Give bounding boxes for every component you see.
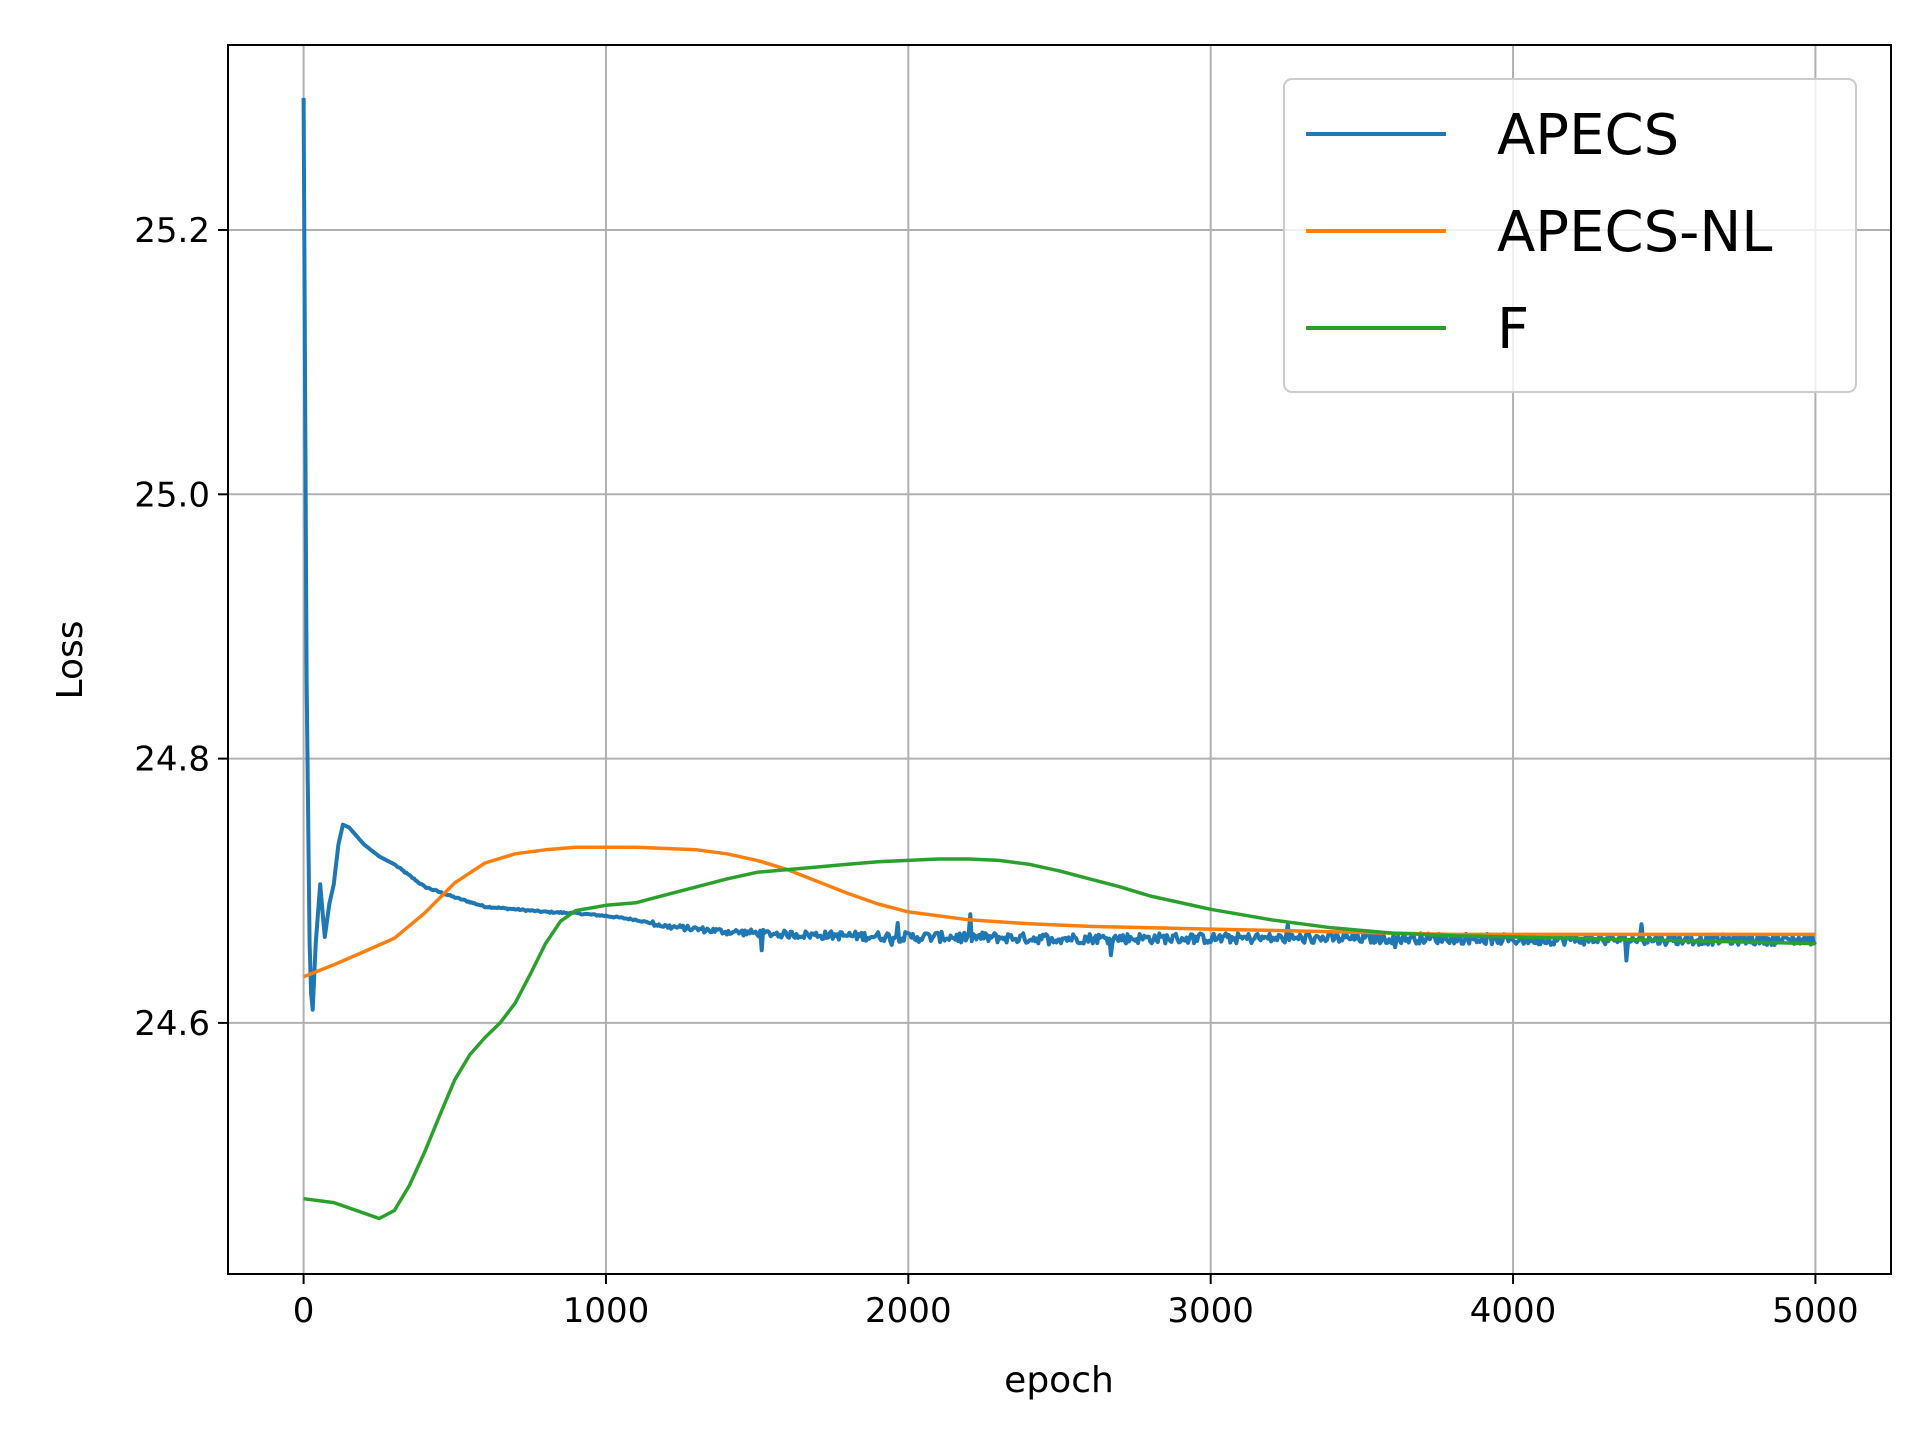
- legend-label-apecs-nl: APECS-NL: [1497, 200, 1772, 265]
- legend: APECS APECS-NL F: [1283, 78, 1857, 393]
- x-tick-label: 0: [293, 1291, 315, 1331]
- legend-label-apecs: APECS: [1497, 103, 1679, 168]
- legend-box: [1283, 78, 1857, 393]
- y-tick-label: 25.0: [134, 475, 210, 515]
- y-axis-label: Loss: [50, 621, 91, 700]
- plot-frame: [227, 44, 1892, 1275]
- series-layer: [301, 97, 1817, 1221]
- y-tick-label: 24.8: [134, 740, 210, 780]
- series-line-apecs: [301, 97, 1817, 1012]
- series-line-f: [303, 857, 1816, 1221]
- x-tick-label: 5000: [1772, 1291, 1859, 1331]
- y-tick-label: 24.6: [134, 1004, 210, 1044]
- legend-label-f: F: [1497, 297, 1529, 362]
- x-tick-label: 2000: [865, 1291, 952, 1331]
- x-axis-label: epoch: [1004, 1360, 1114, 1401]
- x-tick-label: 3000: [1167, 1291, 1254, 1331]
- x-axis-ticks: 0 1000 2000 3000 4000 5000: [293, 1274, 1859, 1331]
- x-tick-label: 4000: [1470, 1291, 1557, 1331]
- y-tick-label: 25.2: [134, 211, 210, 251]
- x-tick-label: 1000: [563, 1291, 650, 1331]
- y-axis-ticks: 24.6 24.8 25.0 25.2: [134, 211, 228, 1044]
